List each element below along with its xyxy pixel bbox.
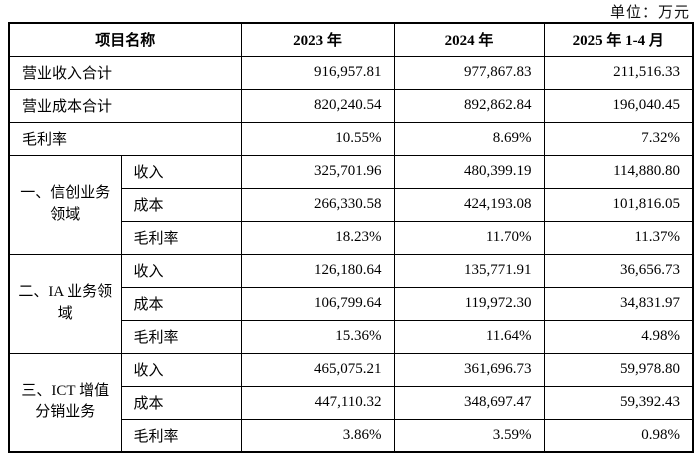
cell-value: 126,180.64 xyxy=(240,253,395,288)
table-header-row: 项目名称 2023 年 2024 年 2025 年 1-4 月 xyxy=(8,22,694,57)
financial-table: 项目名称 2023 年 2024 年 2025 年 1-4 月 营业收入合计 9… xyxy=(8,22,695,453)
group-label: 一、信创业务领域 xyxy=(8,154,122,255)
metric-label: 收入 xyxy=(120,352,242,387)
table-row-group2-cost: 成本 106,799.64 119,972.30 34,831.97 xyxy=(9,286,694,321)
table-row-group3-revenue: 三、ICT 增值分销业务 收入 465,075.21 361,696.73 59… xyxy=(8,352,694,453)
table-row-total-cost: 营业成本合计 820,240.54 892,862.84 196,040.45 xyxy=(8,88,694,123)
cell-value: 480,399.19 xyxy=(393,154,545,189)
table-row-group3-cost: 成本 447,110.32 348,697.47 59,392.43 xyxy=(9,385,694,420)
cell-value: 15.36% xyxy=(240,319,395,354)
table-row-total-margin: 毛利率 10.55% 8.69% 7.32% xyxy=(8,121,694,156)
row-label: 毛利率 xyxy=(8,121,242,156)
metric-label: 成本 xyxy=(120,385,242,420)
col-header-2023: 2023 年 xyxy=(240,22,395,57)
col-header-2025: 2025 年 1-4 月 xyxy=(543,22,694,57)
cell-value: 11.70% xyxy=(393,220,545,255)
cell-value: 36,656.73 xyxy=(543,253,694,288)
cell-value: 10.55% xyxy=(240,121,395,156)
cell-value: 8.69% xyxy=(393,121,545,156)
cell-value: 447,110.32 xyxy=(240,385,395,420)
cell-value: 361,696.73 xyxy=(393,352,545,387)
table-row-group1-margin: 毛利率 18.23% 11.70% 11.37% xyxy=(9,220,694,255)
cell-value: 7.32% xyxy=(543,121,694,156)
cell-value: 348,697.47 xyxy=(393,385,545,420)
unit-label: 单位：万元 xyxy=(609,5,690,21)
row-label: 营业成本合计 xyxy=(8,88,242,123)
cell-value: 266,330.58 xyxy=(240,187,395,222)
row-label: 营业收入合计 xyxy=(8,55,242,90)
group-label: 二、IA 业务领域 xyxy=(8,253,122,354)
cell-value: 114,880.80 xyxy=(543,154,694,189)
table-row-group1-cost: 成本 266,330.58 424,193.08 101,816.05 xyxy=(9,187,694,222)
table-row-group3-margin: 毛利率 3.86% 3.59% 0.98% xyxy=(9,418,694,453)
cell-value: 59,392.43 xyxy=(543,385,694,420)
cell-value: 3.59% xyxy=(393,418,545,453)
cell-value: 101,816.05 xyxy=(543,187,694,222)
cell-value: 18.23% xyxy=(240,220,395,255)
cell-value: 3.86% xyxy=(240,418,395,453)
cell-value: 424,193.08 xyxy=(393,187,545,222)
cell-value: 465,075.21 xyxy=(240,352,395,387)
cell-value: 4.98% xyxy=(543,319,694,354)
cell-value: 59,978.80 xyxy=(543,352,694,387)
cell-value: 34,831.97 xyxy=(543,286,694,321)
cell-value: 11.64% xyxy=(393,319,545,354)
cell-value: 977,867.83 xyxy=(393,55,545,90)
cell-value: 196,040.45 xyxy=(543,88,694,123)
table-row-group2-revenue: 二、IA 业务领域 收入 126,180.64 135,771.91 36,65… xyxy=(8,253,694,354)
metric-label: 毛利率 xyxy=(120,220,242,255)
col-header-item-name: 项目名称 xyxy=(8,22,242,57)
table-row-total-revenue: 营业收入合计 916,957.81 977,867.83 211,516.33 xyxy=(8,55,694,90)
col-header-2024: 2024 年 xyxy=(393,22,545,57)
cell-value: 916,957.81 xyxy=(240,55,395,90)
group-label: 三、ICT 增值分销业务 xyxy=(8,352,122,453)
cell-value: 0.98% xyxy=(543,418,694,453)
metric-label: 收入 xyxy=(120,154,242,189)
cell-value: 892,862.84 xyxy=(393,88,545,123)
metric-label: 毛利率 xyxy=(120,319,242,354)
table-row-group2-margin: 毛利率 15.36% 11.64% 4.98% xyxy=(9,319,694,354)
cell-value: 11.37% xyxy=(543,220,694,255)
metric-label: 成本 xyxy=(120,187,242,222)
cell-value: 325,701.96 xyxy=(240,154,395,189)
cell-value: 211,516.33 xyxy=(543,55,694,90)
metric-label: 收入 xyxy=(120,253,242,288)
metric-label: 毛利率 xyxy=(120,418,242,453)
table-row-group1-revenue: 一、信创业务领域 收入 325,701.96 480,399.19 114,88… xyxy=(8,154,694,255)
cell-value: 106,799.64 xyxy=(240,286,395,321)
cell-value: 820,240.54 xyxy=(240,88,395,123)
cell-value: 119,972.30 xyxy=(393,286,545,321)
metric-label: 成本 xyxy=(120,286,242,321)
cell-value: 135,771.91 xyxy=(393,253,545,288)
